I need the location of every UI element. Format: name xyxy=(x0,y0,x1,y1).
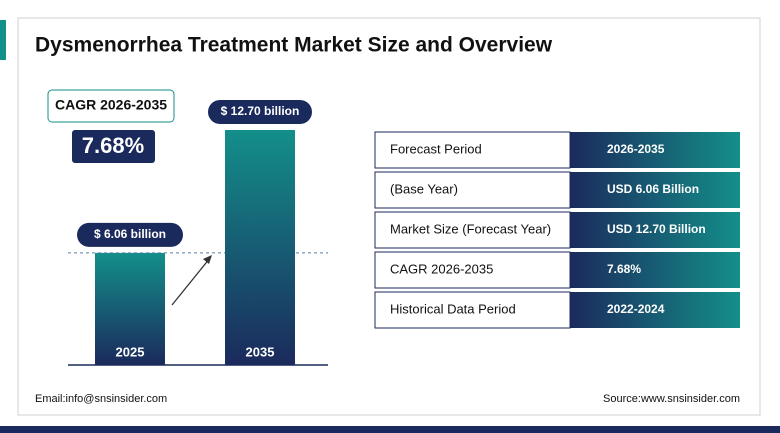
table-label-cell xyxy=(374,171,571,209)
accent xyxy=(0,20,6,60)
table-value-cell xyxy=(570,292,740,328)
footer-email: Email:info@snsinsider.com xyxy=(35,393,167,405)
table-value-cell xyxy=(570,212,740,248)
table-value: USD 6.06 Billion xyxy=(607,182,699,196)
arrow-head xyxy=(203,255,212,264)
x-tick-label: 2025 xyxy=(116,344,145,359)
bottom-band xyxy=(0,426,780,433)
table-value-cell xyxy=(570,252,740,288)
cagr-label: CAGR 2026-2035 xyxy=(55,97,167,113)
table-label: (Base Year) xyxy=(390,181,458,196)
cagr-value: 7.68% xyxy=(82,133,144,158)
table-value-cell xyxy=(570,132,740,168)
x-tick-label: 2035 xyxy=(246,344,275,359)
table-value: USD 12.70 Billion xyxy=(607,222,706,236)
value-label: $ 12.70 billion xyxy=(221,104,300,118)
table-label-cell xyxy=(374,211,571,249)
table-label-cell xyxy=(374,291,571,329)
value-pill xyxy=(208,100,312,124)
table-label: Historical Data Period xyxy=(390,301,516,316)
table-label-cell xyxy=(374,251,571,289)
cagr-box xyxy=(47,89,175,123)
value-label: $ 6.06 billion xyxy=(94,227,166,241)
chart-title: Dysmenorrhea Treatment Market Size and O… xyxy=(35,34,553,57)
bar xyxy=(225,130,295,365)
footer-source: Source:www.snsinsider.com xyxy=(603,393,740,405)
table-value-cell xyxy=(570,172,740,208)
table-label: Market Size (Forecast Year) xyxy=(390,221,551,236)
table-label: Forecast Period xyxy=(390,141,482,156)
bar xyxy=(95,252,165,365)
table-value: 2026-2035 xyxy=(607,142,665,156)
table-label-cell xyxy=(374,131,571,169)
cagr-value-box xyxy=(72,130,155,163)
table-value: 7.68% xyxy=(607,262,641,276)
table-value: 2022-2024 xyxy=(607,302,665,316)
trend-arrow xyxy=(171,257,211,306)
table-label: CAGR 2026-2035 xyxy=(390,261,493,276)
value-pill xyxy=(77,222,183,247)
